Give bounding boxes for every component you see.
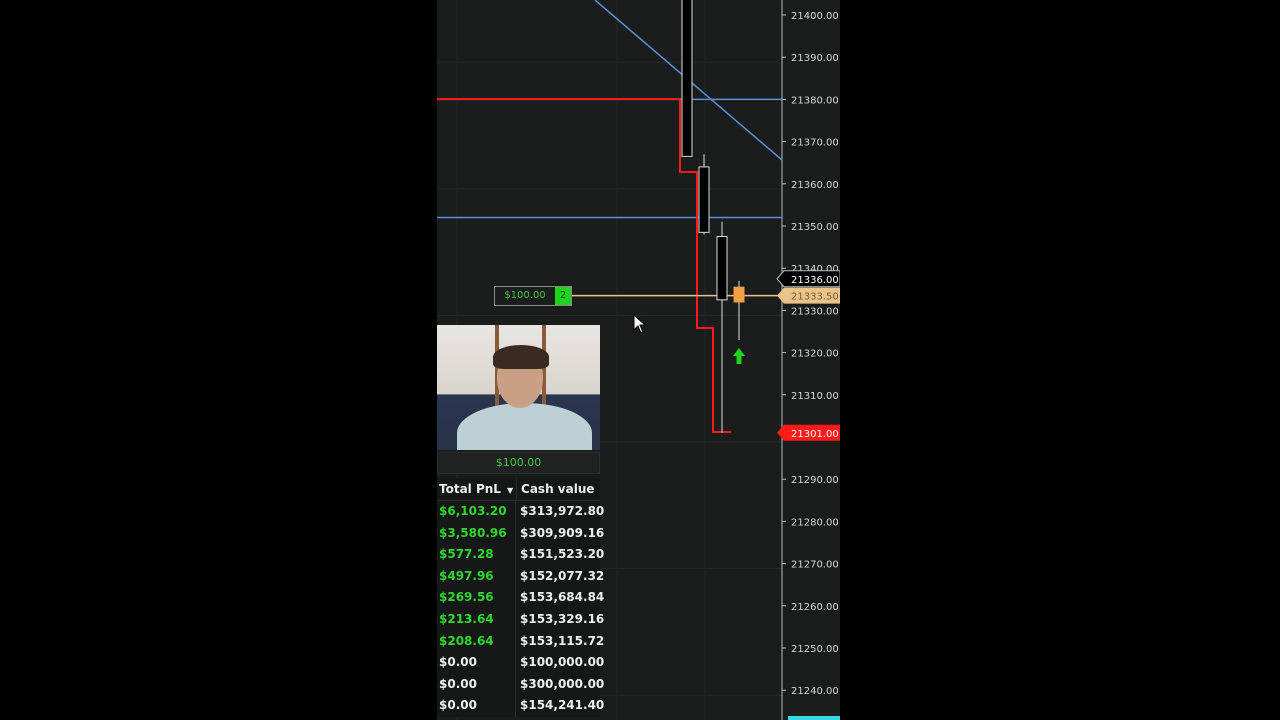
cash-value-cell: $153,684.84 <box>520 590 605 605</box>
webcam-feed <box>437 325 600 450</box>
table-row[interactable]: $208.64 $153,115.72 <box>437 630 605 653</box>
position-pnl: $100.00 <box>504 290 546 301</box>
total-pnl-cell: $3,580.96 <box>437 522 516 545</box>
webcam-pnl: $100.00 <box>437 452 600 474</box>
buy-arrow-icon <box>733 348 745 364</box>
mouse-cursor-icon <box>633 314 647 334</box>
table-row[interactable]: $497.96 $152,077.32 <box>437 565 605 588</box>
cash-value-cell: $151,523.20 <box>520 547 605 562</box>
cash-value-cell: $309,909.16 <box>520 525 605 540</box>
accounts-table: Total PnL ▼ Cash value $6,103.20 $313,972.… <box>437 478 605 717</box>
table-row[interactable]: $269.56 $153,684.84 <box>437 587 605 609</box>
position-label[interactable]: $100.00 2 <box>494 286 572 306</box>
axis-tick-label: 21250.00 <box>791 644 839 655</box>
cash-value-cell: $153,115.72 <box>520 633 605 648</box>
axis-tick-label: 21280.00 <box>791 517 839 528</box>
cash-value-cell: $313,972.80 <box>520 504 605 518</box>
table-row[interactable]: $6,103.20 $313,972.80 <box>437 501 605 523</box>
total-pnl-cell: $269.56 <box>437 587 516 609</box>
total-pnl-cell: $497.96 <box>437 565 516 588</box>
table-row[interactable]: $0.00 $100,000.00 <box>437 652 605 674</box>
position-quantity[interactable]: 2 <box>555 287 571 305</box>
axis-tick-label: 21350.00 <box>791 222 839 233</box>
axis-tick-label: 21380.00 <box>791 95 839 106</box>
axis-tick-label: 21310.00 <box>791 391 839 402</box>
stop-price-tag <box>777 424 840 441</box>
trading-app: 21400.00 21390.00 21380.00 21370.00 21360.00… <box>437 0 840 720</box>
last-price-tag <box>776 270 840 288</box>
stop-price-tag-text: 21301.00 <box>791 429 839 440</box>
axis-tick-label: 21340.00 <box>791 264 839 275</box>
total-pnl-cell: $0.00 <box>437 695 516 717</box>
sort-down-icon[interactable]: ▼ <box>506 486 514 495</box>
total-pnl-cell: $577.28 <box>437 544 516 566</box>
col-total-pnl[interactable]: Total PnL ▼ <box>437 478 518 500</box>
cash-value-cell: $154,241.40 <box>520 698 605 713</box>
axis-tick-label: 21290.00 <box>791 475 839 486</box>
candle-body <box>698 166 710 233</box>
axis-tick-label: 21360.00 <box>791 180 839 191</box>
table-row[interactable]: $0.00 $300,000.00 <box>437 673 605 696</box>
table-row[interactable]: $3,580.96 $309,909.16 <box>437 522 605 545</box>
table-header: Total PnL ▼ Cash value <box>437 478 600 501</box>
stop-loss-line <box>437 98 731 433</box>
total-pnl-cell: $208.64 <box>437 630 516 653</box>
axis-tick-label: 21370.00 <box>791 138 839 149</box>
axis-tick-label: 21400.00 <box>791 11 839 22</box>
axis-tick-label: 21260.00 <box>791 602 839 613</box>
total-pnl-cell: $0.00 <box>437 652 516 674</box>
candle-body <box>716 236 728 301</box>
axis-tick-label: 21390.00 <box>791 53 839 64</box>
cash-value-cell: $152,077.32 <box>520 568 605 583</box>
candle-body <box>681 0 693 157</box>
last-price-tag-text: 21336.00 <box>791 275 839 286</box>
table-row[interactable]: $577.28 $151,523.20 <box>437 544 605 566</box>
cash-value-cell: $153,329.16 <box>520 611 605 626</box>
axis-tick-label: 21270.00 <box>791 560 839 571</box>
cash-value-cell: $100,000.00 <box>520 655 605 670</box>
candle-body <box>733 286 745 303</box>
entry-price-tag-text: 21333.50 <box>791 292 839 303</box>
bottom-price-tag <box>788 716 840 720</box>
table-row[interactable]: $213.64 $153,329.16 <box>437 608 605 631</box>
entry-price-tag <box>777 287 840 304</box>
axis-tick-label: 21320.00 <box>791 349 839 360</box>
axis-tick-label: 21240.00 <box>791 686 839 697</box>
cash-value-cell: $300,000.00 <box>520 676 605 691</box>
total-pnl-cell: $6,103.20 <box>437 501 516 523</box>
table-row[interactable]: $0.00 $154,241.40 <box>437 695 605 717</box>
total-pnl-cell: $213.64 <box>437 608 516 631</box>
col-cash-value[interactable]: Cash value <box>521 482 595 496</box>
axis-tick-label: 21330.00 <box>791 306 839 317</box>
total-pnl-cell: $0.00 <box>437 673 516 696</box>
